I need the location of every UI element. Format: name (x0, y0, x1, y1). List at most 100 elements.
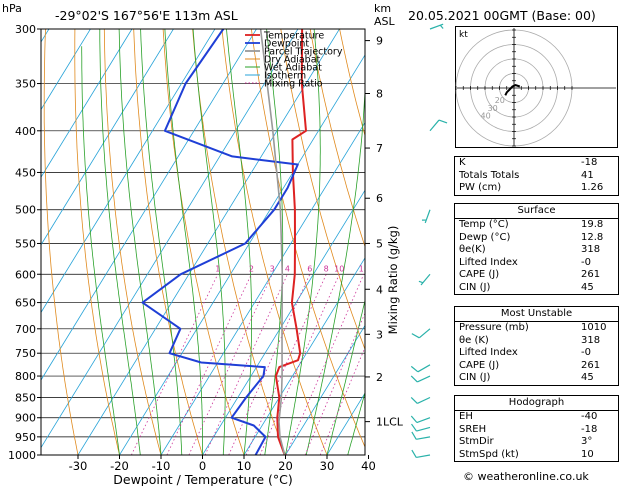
mu-row: CIN (J) 45 (459, 372, 594, 383)
mixing-ratio-line (259, 274, 340, 455)
temp-tick-label: 10 (237, 459, 252, 473)
index-pw-row: PW (cm) 1.26 (459, 182, 604, 193)
wet-adiabat-line (140, 29, 183, 455)
location-title: -29°02'S 167°56'E 113m ASL (55, 8, 238, 23)
surface-table: Surface Temp (°C) 19.8 Dewp (°C) 12.8 θe(K… (454, 203, 619, 295)
km-tick-label: 5 (376, 237, 383, 250)
dewpoint-profile (141, 29, 299, 455)
isotherm-line (41, 29, 299, 449)
isotherm-line (41, 29, 216, 314)
dry-adiabat-line (192, 29, 286, 455)
km-tick-label: 3 (376, 328, 383, 341)
wet-adiabat-line (99, 29, 141, 455)
mu-row: θe (K) 318 (459, 334, 601, 346)
mixing-ratio-label: 3 (270, 264, 275, 273)
dry-adiabat-line (221, 29, 328, 455)
wind-barb (410, 375, 431, 383)
surface-row: CIN (J) 45 (459, 281, 594, 293)
wet-adiabat-line (226, 29, 252, 455)
mixing-ratio-line (245, 274, 327, 455)
temperature-profile (274, 29, 307, 455)
km-tick-label: 2 (376, 371, 383, 384)
wind-barb (410, 415, 431, 424)
hodo-row: SREH -18 (459, 423, 598, 435)
isotherm-line (160, 121, 365, 455)
surface-title: Surface (455, 204, 618, 219)
temp-tick-label: 20 (278, 459, 293, 473)
wind-barb (410, 364, 431, 373)
legend-label: Wet Adiabat (264, 63, 322, 74)
mixing-ratio-label: 8 (324, 264, 329, 273)
wet-adiabat-line (326, 298, 365, 455)
isotherm-line (41, 29, 133, 178)
temp-tick-label: -20 (110, 459, 129, 473)
pressure-tick-label: 650 (15, 297, 36, 310)
wind-barb (411, 431, 431, 440)
hodograph-trace (504, 84, 521, 96)
pressure-tick-label: 950 (15, 431, 36, 444)
temp-tick-label: 40 (361, 459, 376, 473)
pressure-tick-label: 750 (15, 347, 36, 360)
hodograph-table-title: Hodograph (455, 396, 618, 411)
pressure-tick-label: 700 (15, 323, 36, 336)
mixing-ratio-label: 1 (215, 264, 220, 273)
isotherm-line (41, 29, 257, 381)
pressure-tick-label: 1000 (8, 449, 36, 462)
mu-row: Pressure (mb) 1010 (459, 322, 607, 333)
km-tick-label: 8 (376, 88, 383, 101)
temp-tick-label: 30 (320, 459, 335, 473)
dry-adiabat-line (74, 29, 120, 455)
wind-barb (429, 23, 444, 30)
hodo-row: EH -40 (459, 411, 598, 422)
legend-label: Dewpoint (264, 39, 309, 50)
dry-adiabat-line (162, 29, 245, 455)
wet-adiabat-line (164, 29, 203, 455)
wind-barb (411, 423, 431, 432)
dry-adiabat-line (280, 29, 365, 351)
temp-tick-label: -10 (152, 459, 171, 473)
legend-label: Isotherm (264, 71, 306, 82)
surface-row: Temp (°C) 19.8 (459, 219, 604, 230)
most-unstable-table: Most Unstable Pressure (mb) 1010 θe (K) 31… (454, 306, 619, 386)
pressure-tick-label: 900 (15, 412, 36, 425)
isotherm-line (77, 29, 340, 455)
pressure-tick-label: 600 (15, 268, 36, 281)
hodo-row: StmSpd (kt) 10 (459, 448, 594, 460)
wet-adiabat-line (264, 29, 284, 455)
dry-adiabat-line (103, 29, 162, 455)
mu-row: Lifted Index -0 (459, 347, 591, 358)
dry-adiabat-line (133, 29, 203, 455)
pressure-tick-label: 850 (15, 391, 36, 404)
pressure-tick-label: 300 (15, 23, 36, 36)
km-tick-label: 9 (376, 35, 383, 48)
asl-label: ASL (374, 15, 395, 28)
date-title: 20.05.2021 00GMT (Base: 00) (408, 8, 596, 23)
surface-row: CAPE (J) 261 (459, 269, 601, 280)
mu-row: CAPE (J) 261 (459, 359, 601, 371)
legend-label: Mixing Ratio (264, 79, 323, 90)
isotherm-line (326, 392, 365, 455)
wind-barb (429, 119, 448, 132)
pressure-tick-label: 450 (15, 166, 36, 179)
wet-adiabat-line (285, 29, 321, 455)
temp-tick-label: -30 (69, 459, 88, 473)
hodograph-ring-label: 20 (495, 96, 505, 105)
isotherm-line (202, 189, 365, 455)
credit-text: © weatheronline.co.uk (463, 470, 589, 483)
hodograph-ring-label: 40 (480, 111, 490, 120)
hodo-row: StmDir 3° (459, 436, 593, 447)
wet-adiabat-line (305, 83, 365, 455)
surface-row: Dewp (°C) 12.8 (459, 231, 604, 243)
mixing-ratio-axis-label: Mixing Ratio (g/kg) (386, 226, 400, 335)
dry-adiabat-line (309, 29, 365, 248)
pressure-tick-label: 550 (15, 237, 36, 250)
isotherm-line (0, 17, 15, 472)
temp-tick-label: 0 (199, 459, 206, 473)
wind-barb (411, 449, 431, 459)
km-tick-label: 7 (376, 142, 383, 155)
hodograph-unit-label: kt (459, 30, 468, 40)
wind-barb (410, 396, 431, 404)
wind-barb (411, 328, 431, 339)
mixing-ratio-label: 6 (307, 264, 312, 273)
hpa-label: hPa (2, 2, 22, 15)
